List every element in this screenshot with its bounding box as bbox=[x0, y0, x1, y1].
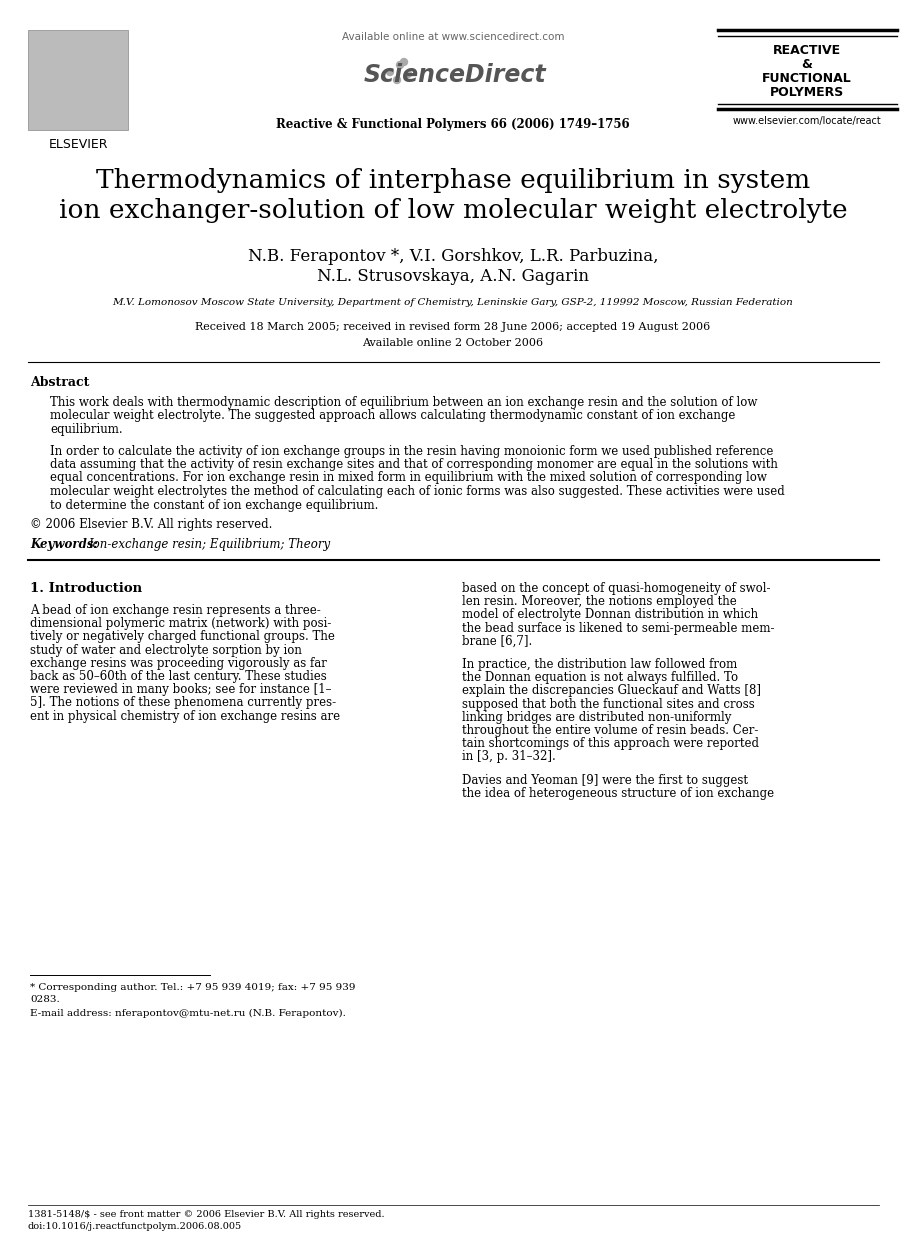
Text: len resin. Moreover, the notions employed the: len resin. Moreover, the notions employe… bbox=[462, 595, 736, 608]
Text: In order to calculate the activity of ion exchange groups in the resin having mo: In order to calculate the activity of io… bbox=[50, 444, 774, 458]
Text: tain shortcomings of this approach were reported: tain shortcomings of this approach were … bbox=[462, 737, 759, 750]
Text: Thermodynamics of interphase equilibrium in system: Thermodynamics of interphase equilibrium… bbox=[96, 168, 810, 193]
Text: to determine the constant of ion exchange equilibrium.: to determine the constant of ion exchang… bbox=[50, 499, 378, 511]
Text: Received 18 March 2005; received in revised form 28 June 2006; accepted 19 Augus: Received 18 March 2005; received in revi… bbox=[195, 322, 710, 332]
Text: model of electrolyte Donnan distribution in which: model of electrolyte Donnan distribution… bbox=[462, 608, 758, 621]
Text: molecular weight electrolyte. The suggested approach allows calculating thermody: molecular weight electrolyte. The sugges… bbox=[50, 410, 736, 422]
Text: In practice, the distribution law followed from: In practice, the distribution law follow… bbox=[462, 659, 737, 671]
Text: the bead surface is likened to semi-permeable mem-: the bead surface is likened to semi-perm… bbox=[462, 621, 775, 635]
Text: ion exchanger-solution of low molecular weight electrolyte: ion exchanger-solution of low molecular … bbox=[59, 198, 847, 223]
Text: 5]. The notions of these phenomena currently pres-: 5]. The notions of these phenomena curre… bbox=[30, 697, 336, 709]
Ellipse shape bbox=[386, 68, 394, 76]
Text: * Corresponding author. Tel.: +7 95 939 4019; fax: +7 95 939: * Corresponding author. Tel.: +7 95 939 … bbox=[30, 983, 356, 992]
Text: data assuming that the activity of resin exchange sites and that of correspondin: data assuming that the activity of resin… bbox=[50, 458, 778, 470]
Text: 0283.: 0283. bbox=[30, 995, 60, 1004]
Text: based on the concept of quasi-homogeneity of swol-: based on the concept of quasi-homogeneit… bbox=[462, 582, 771, 595]
Text: linking bridges are distributed non-uniformly: linking bridges are distributed non-unif… bbox=[462, 711, 731, 724]
Text: molecular weight electrolytes the method of calculating each of ionic forms was : molecular weight electrolytes the method… bbox=[50, 485, 785, 498]
Text: ScienceDirect: ScienceDirect bbox=[364, 63, 546, 87]
Text: back as 50–60th of the last century. These studies: back as 50–60th of the last century. The… bbox=[30, 670, 327, 683]
Text: ELSEVIER: ELSEVIER bbox=[48, 137, 108, 151]
Text: POLYMERS: POLYMERS bbox=[770, 85, 844, 99]
Text: dimensional polymeric matrix (network) with posi-: dimensional polymeric matrix (network) w… bbox=[30, 618, 331, 630]
Text: M.V. Lomonosov Moscow State University, Department of Chemistry, Leninskie Gary,: M.V. Lomonosov Moscow State University, … bbox=[112, 298, 794, 307]
Text: study of water and electrolyte sorption by ion: study of water and electrolyte sorption … bbox=[30, 644, 302, 656]
Text: the Donnan equation is not always fulfilled. To: the Donnan equation is not always fulfil… bbox=[462, 671, 738, 685]
Text: Ion-exchange resin; Equilibrium; Theory: Ion-exchange resin; Equilibrium; Theory bbox=[88, 539, 330, 551]
Text: E-mail address: nferapontov@mtu-net.ru (N.B. Ferapontov).: E-mail address: nferapontov@mtu-net.ru (… bbox=[30, 1009, 346, 1018]
Text: in [3, p. 31–32].: in [3, p. 31–32]. bbox=[462, 750, 556, 764]
Text: Available online at www.sciencedirect.com: Available online at www.sciencedirect.co… bbox=[342, 32, 564, 42]
Text: Available online 2 October 2006: Available online 2 October 2006 bbox=[363, 338, 543, 348]
Text: &: & bbox=[802, 58, 813, 71]
Text: ent in physical chemistry of ion exchange resins are: ent in physical chemistry of ion exchang… bbox=[30, 709, 340, 723]
Text: supposed that both the functional sites and cross: supposed that both the functional sites … bbox=[462, 697, 755, 711]
Text: www.elsevier.com/locate/react: www.elsevier.com/locate/react bbox=[733, 116, 882, 126]
Text: equilibrium.: equilibrium. bbox=[50, 423, 122, 436]
Text: Keywords:: Keywords: bbox=[30, 539, 98, 551]
Text: equal concentrations. For ion exchange resin in mixed form in equilibrium with t: equal concentrations. For ion exchange r… bbox=[50, 472, 767, 484]
Text: A bead of ion exchange resin represents a three-: A bead of ion exchange resin represents … bbox=[30, 604, 321, 617]
Text: tively or negatively charged functional groups. The: tively or negatively charged functional … bbox=[30, 630, 335, 644]
Text: throughout the entire volume of resin beads. Cer-: throughout the entire volume of resin be… bbox=[462, 724, 758, 737]
Text: N.B. Ferapontov *, V.I. Gorshkov, L.R. Parbuzina,: N.B. Ferapontov *, V.I. Gorshkov, L.R. P… bbox=[248, 248, 658, 265]
Text: brane [6,7].: brane [6,7]. bbox=[462, 635, 532, 647]
Text: Davies and Yeoman [9] were the first to suggest: Davies and Yeoman [9] were the first to … bbox=[462, 774, 748, 786]
Text: the idea of heterogeneous structure of ion exchange: the idea of heterogeneous structure of i… bbox=[462, 787, 775, 800]
Text: Reactive & Functional Polymers 66 (2006) 1749–1756: Reactive & Functional Polymers 66 (2006)… bbox=[277, 118, 629, 131]
Text: © 2006 Elsevier B.V. All rights reserved.: © 2006 Elsevier B.V. All rights reserved… bbox=[30, 517, 272, 531]
Ellipse shape bbox=[401, 58, 407, 66]
Ellipse shape bbox=[396, 62, 404, 68]
Text: exchange resins was proceeding vigorously as far: exchange resins was proceeding vigorousl… bbox=[30, 657, 327, 670]
Text: explain the discrepancies Glueckauf and Watts [8]: explain the discrepancies Glueckauf and … bbox=[462, 685, 761, 697]
Ellipse shape bbox=[394, 77, 401, 83]
Text: This work deals with thermodynamic description of equilibrium between an ion exc: This work deals with thermodynamic descr… bbox=[50, 396, 757, 409]
Text: Abstract: Abstract bbox=[30, 376, 90, 389]
Text: N.L. Strusovskaya, A.N. Gagarin: N.L. Strusovskaya, A.N. Gagarin bbox=[317, 267, 589, 285]
Ellipse shape bbox=[405, 71, 412, 78]
Text: FUNCTIONAL: FUNCTIONAL bbox=[762, 72, 852, 85]
Text: 1381-5148/$ - see front matter © 2006 Elsevier B.V. All rights reserved.: 1381-5148/$ - see front matter © 2006 El… bbox=[28, 1210, 385, 1219]
Text: REACTIVE: REACTIVE bbox=[773, 45, 841, 57]
Text: 1. Introduction: 1. Introduction bbox=[30, 582, 142, 595]
Bar bbox=[28, 30, 128, 130]
Text: were reviewed in many books; see for instance [1–: were reviewed in many books; see for ins… bbox=[30, 683, 331, 696]
Text: doi:10.1016/j.reactfunctpolym.2006.08.005: doi:10.1016/j.reactfunctpolym.2006.08.00… bbox=[28, 1222, 242, 1231]
